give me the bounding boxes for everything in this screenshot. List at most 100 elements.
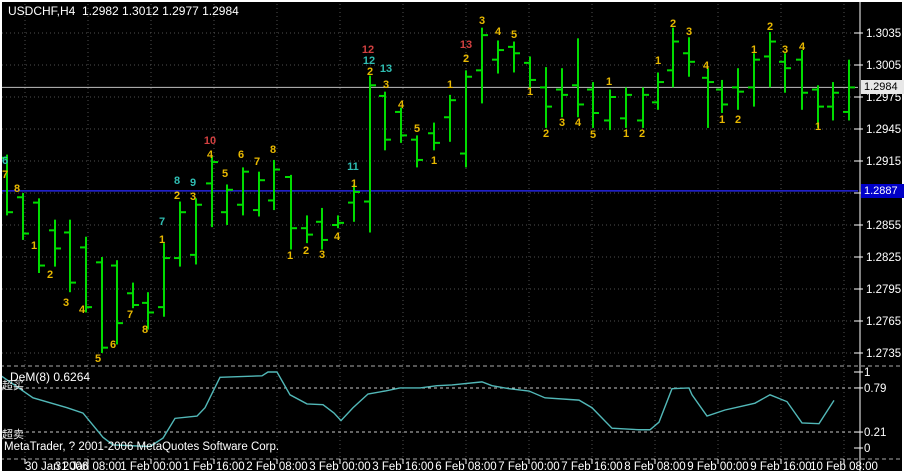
indicator-tick-label: 0 [864, 443, 870, 455]
swing-count-label: 4 [398, 99, 405, 111]
time-tick-label: 10 Feb 08:00 [810, 461, 878, 473]
swing-count-label: 3 [190, 191, 196, 203]
swing-count-label: 4 [799, 41, 806, 53]
swing-count-label: 3 [782, 44, 788, 56]
swing-count-label: 1 [351, 178, 357, 190]
swing-count-label: 2 [463, 53, 469, 65]
swing-count-label: 1 [751, 44, 757, 56]
swing-count-label: 13 [460, 39, 472, 51]
swing-count-label: 8 [174, 175, 180, 187]
swing-count-label: 5 [95, 353, 101, 365]
swing-count-label: 6 [238, 149, 244, 161]
time-tick-label: 8 Feb 08:00 [624, 461, 685, 473]
swing-count-label: 1 [287, 250, 293, 262]
swing-count-label: 10 [204, 135, 216, 147]
swing-count-label: 2 [767, 21, 773, 33]
indicator-value: 0.6264 [53, 370, 91, 384]
time-tick-label: 1 Feb 00:00 [120, 461, 181, 473]
swing-count-label: 4 [495, 26, 502, 38]
indicator-tick-label: 0.21 [864, 427, 886, 439]
swing-count-label: 11 [347, 161, 359, 173]
swing-count-label: 1 [447, 79, 453, 91]
swing-count-label: 1 [655, 55, 661, 67]
price-tick-label: 1.3035 [866, 28, 901, 40]
swing-count-label: 8 [270, 144, 276, 156]
price-tick-label: 1.2975 [866, 92, 901, 104]
swing-count-label: 12 [362, 44, 374, 56]
time-tick-label: 9 Feb 00:00 [687, 461, 748, 473]
swing-count-label: 2 [639, 128, 645, 140]
swing-count-label: 6 [2, 155, 8, 167]
swing-count-label: 1 [815, 121, 821, 133]
time-tick-label: 3 Feb 16:00 [372, 461, 433, 473]
swing-count-label: 4 [575, 117, 582, 129]
price-tick-label: 1.2765 [866, 316, 901, 328]
blue-level-badge: 1.2887 [861, 183, 904, 198]
time-tick-label: 7 Feb 00:00 [498, 461, 559, 473]
swing-count-label: 3 [686, 26, 692, 38]
swing-count-label: 2 [367, 66, 373, 78]
indicator-curve [0, 371, 835, 448]
time-tick-label: 9 Feb 16:00 [750, 461, 811, 473]
chart-title: USDCHF,H4 1.2982 1.3012 1.2977 1.2984 [8, 4, 239, 18]
time-tick-label: 6 Feb 08:00 [435, 461, 496, 473]
swing-count-label: 2 [670, 18, 676, 30]
swing-count-label: 2 [543, 128, 549, 140]
swing-count-label: 1 [606, 76, 612, 88]
swing-count-label: 6 [110, 339, 116, 351]
indicator-tick-label: 0.79 [864, 383, 886, 395]
price-tick-label: 1.2915 [866, 156, 901, 168]
time-tick-label: 2 Feb 08:00 [246, 461, 307, 473]
swing-count-label: 2 [174, 190, 180, 202]
price-tick-label: 1.2735 [866, 348, 901, 360]
indicator-tick-label: 1 [864, 367, 870, 379]
price-tick-label: 1.2795 [866, 284, 901, 296]
swing-count-label: 1 [159, 234, 165, 246]
swing-count-label: 8 [142, 324, 148, 336]
swing-count-label: 9 [190, 177, 196, 189]
indicator-label: DeM(8) 0.6264 [10, 370, 90, 384]
swing-count-label: 2 [47, 269, 53, 281]
copyright-text: MetaTrader, ? 2001-2006 MetaQuotes Softw… [4, 441, 280, 453]
swing-count-label: 1 [719, 114, 725, 126]
swing-count-label: 2 [303, 245, 309, 257]
oversold-label: 超卖 [2, 429, 24, 441]
price-tick-label: 1.2945 [866, 124, 901, 136]
overbought-label: 超买 [2, 380, 24, 392]
price-tick-label: 1.3005 [866, 60, 901, 72]
swing-count-label: 1 [431, 155, 437, 167]
time-tick-label: 31 Jan 08:00 [55, 461, 122, 473]
swing-count-label: 3 [63, 297, 69, 309]
swing-count-label: 7 [159, 216, 165, 228]
swing-count-label: 5 [590, 129, 596, 141]
swing-count-label: 7 [127, 309, 133, 321]
current-price-badge: 1.2984 [861, 80, 904, 95]
time-tick-label: 3 Feb 00:00 [309, 461, 370, 473]
swing-count-label: 2 [735, 114, 741, 126]
swing-count-label: 3 [479, 15, 485, 27]
time-tick-label: 30 Jan 2006 [25, 461, 88, 473]
swing-count-label: 13 [380, 63, 392, 75]
swing-count-label: 12 [363, 55, 375, 67]
swing-count-label: 8 [14, 183, 20, 195]
swing-count-label: 4 [207, 149, 214, 161]
swing-count-label: 7 [254, 156, 260, 168]
time-tick-label: 1 Feb 16:00 [183, 461, 244, 473]
swing-count-label: 5 [511, 29, 517, 41]
swing-count-label: 3 [383, 79, 389, 91]
swing-count-label: 5 [414, 123, 420, 135]
indicator-name: DeM(8) [10, 370, 51, 384]
swing-count-label: 1 [623, 128, 629, 140]
swing-count-label: 4 [79, 304, 86, 316]
swing-count-label: 1 [527, 86, 533, 98]
swing-count-label: 7 [2, 169, 8, 181]
swing-count-label: 5 [222, 168, 228, 180]
swing-count-label: 1 [31, 240, 37, 252]
swing-count-label: 4 [703, 60, 710, 72]
time-tick-label: 7 Feb 16:00 [561, 461, 622, 473]
price-tick-label: 1.2825 [866, 252, 901, 264]
price-tick-label: 1.2855 [866, 220, 901, 232]
